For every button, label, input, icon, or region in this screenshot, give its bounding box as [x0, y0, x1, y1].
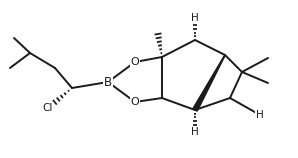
Text: B: B: [104, 76, 112, 88]
Text: O: O: [131, 97, 139, 107]
Text: H: H: [191, 127, 199, 137]
Text: H: H: [191, 13, 199, 23]
Text: H: H: [256, 110, 264, 120]
Text: Cl: Cl: [43, 103, 53, 113]
Polygon shape: [193, 55, 225, 111]
Text: O: O: [131, 57, 139, 67]
